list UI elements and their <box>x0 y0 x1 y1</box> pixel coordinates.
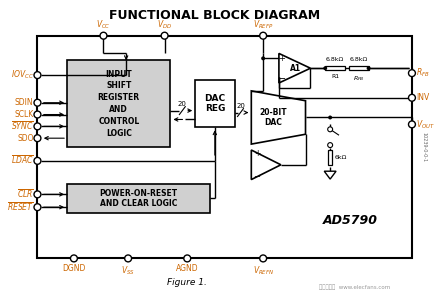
Bar <box>328 149 332 165</box>
Circle shape <box>328 127 333 132</box>
Text: DGND: DGND <box>62 264 86 273</box>
Text: AGND: AGND <box>176 264 198 273</box>
Text: $\overline{SYNC}$: $\overline{SYNC}$ <box>11 120 34 132</box>
Text: $IOV_{CC}$: $IOV_{CC}$ <box>10 69 34 81</box>
Circle shape <box>260 32 267 39</box>
Circle shape <box>328 143 333 148</box>
Bar <box>38 36 412 259</box>
Text: INPUT
SHIFT
REGISTER
AND
CONTROL
LOGIC: INPUT SHIFT REGISTER AND CONTROL LOGIC <box>98 70 140 138</box>
Text: $\overline{LDAC}$: $\overline{LDAC}$ <box>11 155 34 167</box>
Text: R1: R1 <box>331 74 339 79</box>
Circle shape <box>261 56 265 60</box>
Polygon shape <box>324 171 336 179</box>
Circle shape <box>34 72 41 79</box>
Text: 20: 20 <box>178 101 187 107</box>
Polygon shape <box>251 150 281 180</box>
Circle shape <box>260 255 267 262</box>
Circle shape <box>409 121 416 128</box>
Text: 6.8kΩ: 6.8kΩ <box>350 57 368 62</box>
Text: 电子发烧友  www.elecfans.com: 电子发烧友 www.elecfans.com <box>319 284 390 290</box>
Text: $R_{FB}$: $R_{FB}$ <box>353 74 364 83</box>
Text: 20: 20 <box>236 103 245 109</box>
Text: Figure 1.: Figure 1. <box>167 278 207 287</box>
Circle shape <box>34 111 41 118</box>
Bar <box>349 66 368 70</box>
Circle shape <box>34 157 41 164</box>
Text: +: + <box>254 149 260 159</box>
Circle shape <box>34 99 41 106</box>
Text: $V_{CC}$: $V_{CC}$ <box>96 18 111 31</box>
Text: DAC
REG: DAC REG <box>204 94 225 113</box>
Text: FUNCTIONAL BLOCK DIAGRAM: FUNCTIONAL BLOCK DIAGRAM <box>109 9 320 22</box>
Circle shape <box>409 94 416 101</box>
Text: $V_{REFN}$: $V_{REFN}$ <box>253 264 274 277</box>
Text: AD5790: AD5790 <box>323 214 378 227</box>
Text: 10239-0-0-1: 10239-0-0-1 <box>421 132 426 162</box>
Circle shape <box>184 255 191 262</box>
Text: $V_{REFP}$: $V_{REFP}$ <box>253 18 274 31</box>
Circle shape <box>70 255 77 262</box>
Circle shape <box>34 135 41 142</box>
Circle shape <box>367 66 371 70</box>
Text: $-$: $-$ <box>277 72 286 82</box>
Text: $-$: $-$ <box>253 170 261 179</box>
Text: $V_{SS}$: $V_{SS}$ <box>121 264 135 277</box>
Polygon shape <box>251 91 305 144</box>
Text: 20-BIT
DAC: 20-BIT DAC <box>259 108 287 127</box>
Text: SCLK: SCLK <box>14 110 34 119</box>
Text: 6.8kΩ: 6.8kΩ <box>326 57 344 62</box>
Circle shape <box>34 204 41 210</box>
Text: POWER-ON-RESET
AND CLEAR LOGIC: POWER-ON-RESET AND CLEAR LOGIC <box>99 189 177 208</box>
Text: $\overline{CLR}$: $\overline{CLR}$ <box>17 188 34 201</box>
Text: SDO: SDO <box>17 134 34 143</box>
Bar <box>325 66 345 70</box>
Circle shape <box>409 70 416 77</box>
Bar <box>67 184 210 213</box>
Text: +: + <box>278 54 285 63</box>
Text: $R_{FB}$: $R_{FB}$ <box>416 67 430 79</box>
Polygon shape <box>279 53 310 83</box>
Circle shape <box>328 116 332 120</box>
Text: A1: A1 <box>290 64 301 73</box>
Bar <box>195 80 235 127</box>
Circle shape <box>161 32 168 39</box>
Text: $V_{OUT}$: $V_{OUT}$ <box>416 118 435 131</box>
Circle shape <box>34 191 41 198</box>
Text: SDIN: SDIN <box>15 98 34 107</box>
Text: $V_{DD}$: $V_{DD}$ <box>157 18 172 31</box>
Text: 6kΩ: 6kΩ <box>335 155 347 160</box>
Circle shape <box>125 255 132 262</box>
Text: $\overline{RESET}$: $\overline{RESET}$ <box>7 201 34 213</box>
Circle shape <box>34 123 41 130</box>
Circle shape <box>323 66 327 70</box>
Circle shape <box>100 32 107 39</box>
Text: INV: INV <box>416 93 429 102</box>
Bar <box>67 60 170 147</box>
